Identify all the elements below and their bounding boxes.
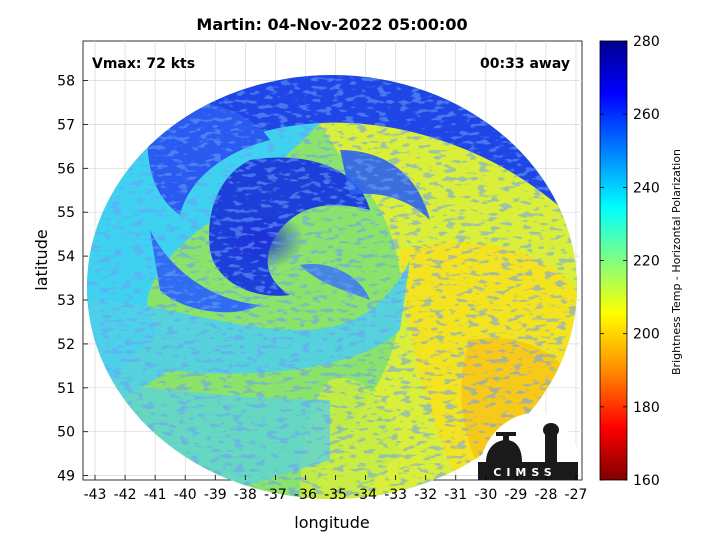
x-tick-label: -40: [174, 487, 197, 503]
y-tick-label: 53: [57, 293, 75, 309]
x-tick-label: -29: [504, 487, 527, 503]
y-tick-label: 49: [57, 469, 75, 485]
colorbar-tick-label: 280: [633, 34, 660, 50]
colorbar-tick-label: 180: [633, 400, 660, 416]
y-tick-label: 54: [57, 249, 75, 265]
cimss-logo: CIMSS: [478, 412, 578, 480]
cimss-logo-text: CIMSS: [493, 466, 556, 479]
plot-title: Martin: 04-Nov-2022 05:00:00: [196, 15, 467, 34]
x-tick-label: -39: [204, 487, 227, 503]
x-tick-label: -38: [234, 487, 257, 503]
x-axis: -43 -42 -41 -40 -39 -38 -37 -36 -35 -34 -33 -32 -31-…: [84, 475, 588, 503]
colorbar-tick-label: 220: [633, 254, 660, 270]
y-tick-label: 50: [57, 425, 75, 441]
x-tick-label: -33: [384, 487, 407, 503]
x-tick-label: -43: [84, 487, 107, 503]
y-tick-label: 58: [57, 74, 75, 90]
colorbar-ticks: 280 260 240 220 200 180 160: [600, 34, 660, 489]
y-tick-label: 55: [57, 205, 75, 221]
colorbar: [599, 40, 628, 481]
x-tick-label: -41: [144, 487, 167, 503]
x-tick-label: -30: [474, 487, 497, 503]
time-away-label: 00:33 away: [480, 56, 570, 72]
y-axis-label: latitude: [32, 229, 51, 290]
colorbar-tick-label: 200: [633, 327, 660, 343]
colorbar-tick-label: 160: [633, 473, 660, 489]
x-axis-label: longitude: [294, 513, 369, 532]
x-tick-label: -36: [294, 487, 317, 503]
x-tick-label: -31: [444, 487, 467, 503]
x-tick-label: -37: [264, 487, 287, 503]
x-tick-label: -35: [324, 487, 347, 503]
x-tick-label: -34: [354, 487, 377, 503]
colorbar-tick-label: 240: [633, 180, 660, 196]
colorbar-tick-label: 260: [633, 107, 660, 123]
colorbar-label: Brightness Temp - Horizontal Polarizatio…: [670, 149, 683, 375]
x-tick-label: -42: [114, 487, 137, 503]
x-tick-label: -32: [414, 487, 437, 503]
y-tick-label: 56: [57, 161, 75, 177]
y-tick-label: 52: [57, 337, 75, 353]
x-tick-label: -27: [565, 487, 588, 503]
y-axis: 49 50 51 52 53 54 55 56 57 58: [57, 74, 88, 485]
x-tick-label: -28: [534, 487, 557, 503]
vmax-label: Vmax: 72 kts: [92, 56, 195, 72]
y-tick-label: 51: [57, 381, 75, 397]
y-tick-label: 57: [57, 117, 75, 133]
